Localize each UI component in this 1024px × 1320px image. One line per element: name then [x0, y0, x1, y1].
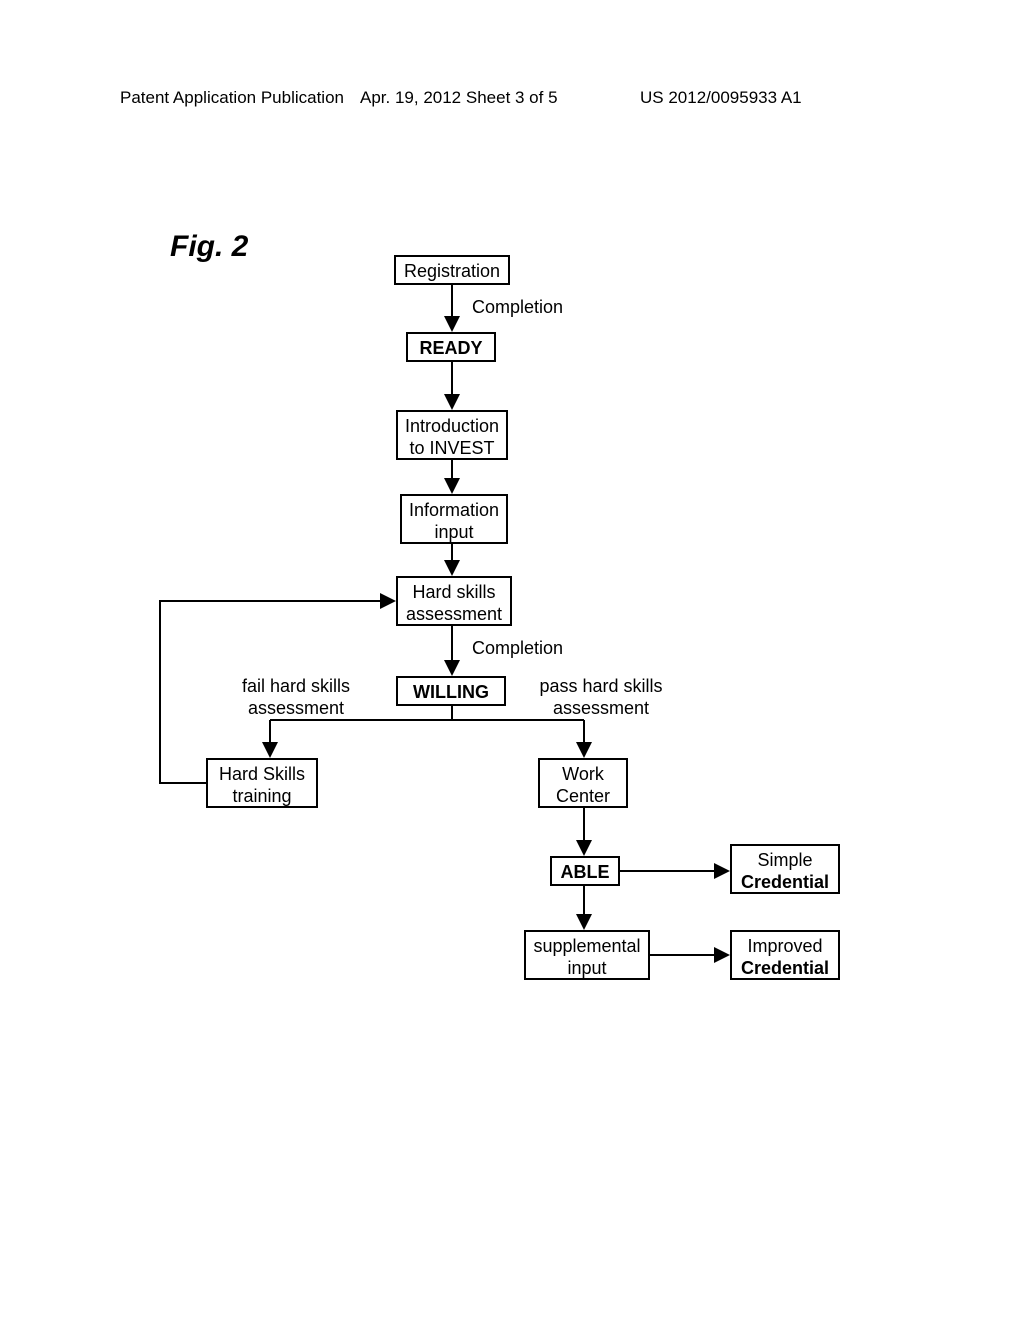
header-date-sheet: Apr. 19, 2012 Sheet 3 of 5: [360, 88, 558, 108]
node-ready-text: READY: [419, 338, 482, 358]
node-ready: READY: [406, 332, 496, 362]
node-improved-cred-line1: Improved: [747, 936, 822, 956]
node-hard-skills-assessment: Hard skills assessment: [396, 576, 512, 626]
node-supplemental-input: supplemental input: [524, 930, 650, 980]
node-introduction: Introduction to INVEST: [396, 410, 508, 460]
node-information-line1: Information: [409, 500, 499, 520]
node-hard-training-line1: Hard Skills: [219, 764, 305, 784]
node-willing-text: WILLING: [413, 682, 489, 702]
label-fail-line1: fail hard skills: [242, 676, 350, 696]
page: Patent Application Publication Apr. 19, …: [0, 0, 1024, 1320]
label-fail-assessment: fail hard skills assessment: [226, 676, 366, 719]
header-pub-number: US 2012/0095933 A1: [640, 88, 802, 108]
node-supplemental-line2: input: [567, 958, 606, 978]
node-introduction-line2: to INVEST: [409, 438, 494, 458]
label-pass-assessment: pass hard skills assessment: [526, 676, 676, 719]
node-registration-text: Registration: [404, 261, 500, 281]
figure-label: Fig. 2: [170, 230, 248, 264]
label-completion-2: Completion: [472, 638, 563, 660]
node-hard-skills-line2: assessment: [406, 604, 502, 624]
header-publication: Patent Application Publication: [120, 88, 344, 108]
node-able: ABLE: [550, 856, 620, 886]
node-hard-skills-line1: Hard skills: [412, 582, 495, 602]
node-simple-cred-line1: Simple: [757, 850, 812, 870]
node-able-text: ABLE: [561, 862, 610, 882]
node-work-center-line2: Center: [556, 786, 610, 806]
node-introduction-line1: Introduction: [405, 416, 499, 436]
node-work-center: Work Center: [538, 758, 628, 808]
node-simple-credential: Simple Credential: [730, 844, 840, 894]
node-information-line2: input: [434, 522, 473, 542]
node-hard-training-line2: training: [232, 786, 291, 806]
flowchart-arrows: [0, 0, 1024, 1320]
node-information: Information input: [400, 494, 508, 544]
node-improved-credential: Improved Credential: [730, 930, 840, 980]
label-completion-1: Completion: [472, 297, 563, 319]
label-pass-line1: pass hard skills: [539, 676, 662, 696]
node-simple-cred-line2: Credential: [741, 872, 829, 892]
node-improved-cred-line2: Credential: [741, 958, 829, 978]
node-hard-skills-training: Hard Skills training: [206, 758, 318, 808]
node-supplemental-line1: supplemental: [533, 936, 640, 956]
label-fail-line2: assessment: [248, 698, 344, 718]
node-work-center-line1: Work: [562, 764, 604, 784]
node-registration: Registration: [394, 255, 510, 285]
label-pass-line2: assessment: [553, 698, 649, 718]
node-willing: WILLING: [396, 676, 506, 706]
